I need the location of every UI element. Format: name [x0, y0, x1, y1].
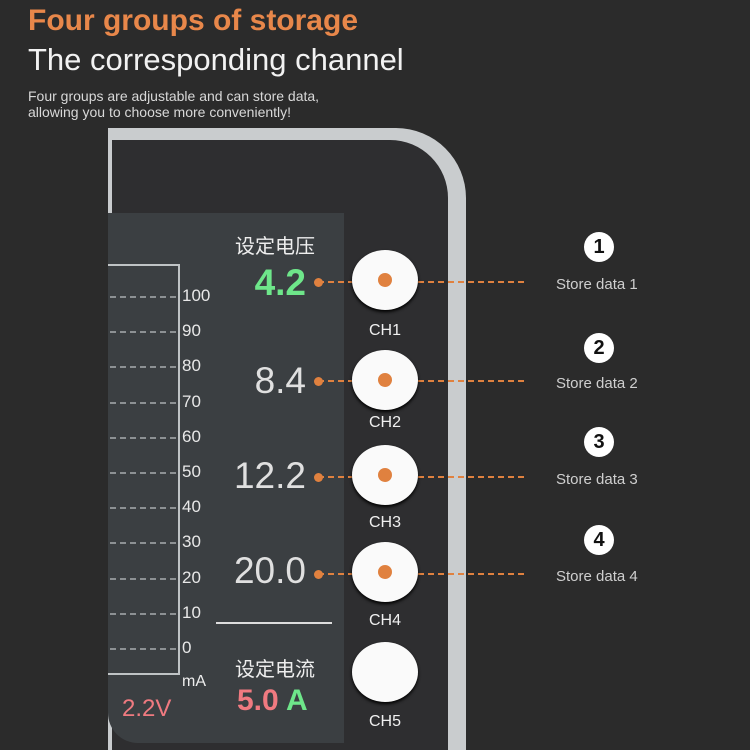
set-current-label: 设定电流: [235, 659, 315, 681]
ch4-button[interactable]: [352, 542, 418, 602]
axis-tick-label: 40: [182, 497, 201, 517]
graph-frame: [108, 264, 180, 675]
grid-line: [110, 542, 176, 545]
ch2-label: CH2: [368, 414, 401, 431]
ch1-label: CH1: [368, 322, 401, 339]
description-line: Four groups are adjustable and can store…: [28, 88, 320, 104]
callout-label: Store data 4: [556, 568, 638, 585]
axis-tick-label: 90: [182, 321, 201, 341]
marker-dot: [378, 565, 392, 579]
grid-line: [110, 577, 176, 580]
ch5-button[interactable]: [352, 642, 418, 702]
voltage-value-2: 8.4: [254, 360, 306, 401]
callout-dot: [314, 473, 323, 482]
callout-line: [318, 380, 524, 382]
axis-tick-label: 50: [182, 462, 201, 481]
grid-line: [110, 366, 176, 369]
axis-tick-label: 0: [182, 638, 192, 657]
description: Four groups are adjustable and can store…: [28, 88, 319, 120]
voltage-readout: 2.2V: [122, 695, 172, 722]
description-line: allowing you to choose more conveniently…: [28, 104, 292, 120]
set-voltage-label: 设定电压: [235, 236, 315, 258]
axis-tick-label: 60: [182, 426, 201, 446]
callout-number: 4: [584, 525, 614, 555]
divider: [216, 622, 332, 624]
grid-line: [110, 648, 176, 650]
grid-line: [110, 436, 176, 439]
current-value: 5.0: [237, 684, 279, 717]
callout-dot: [314, 570, 323, 579]
grid-line: [110, 612, 176, 615]
callout-line: [318, 281, 524, 283]
current-unit: A: [285, 684, 308, 717]
callout-dot: [314, 278, 323, 287]
title: Four groups of storage: [28, 4, 358, 37]
ch2-button[interactable]: [352, 350, 418, 410]
subtitle: The corresponding channel: [28, 42, 404, 77]
ch5-label: CH5: [368, 713, 401, 730]
ch4-label: CH4: [368, 612, 401, 629]
axis-tick-label: 80: [182, 356, 201, 376]
axis-tick-label: 10: [182, 602, 201, 622]
grid-line: [110, 401, 176, 404]
voltage-value-1: 4.2: [254, 262, 306, 303]
callout-line: [318, 476, 524, 478]
axis-tick-label: 100: [182, 286, 211, 305]
callout-label: Store data 2: [556, 375, 638, 392]
voltage-value-3: 12.2: [233, 455, 306, 496]
axis-tick-label: 70: [182, 391, 201, 411]
marker-dot: [378, 373, 392, 387]
grid-line: [110, 507, 176, 510]
axis-tick-label: 30: [182, 532, 201, 552]
axis-unit: mA: [182, 673, 206, 690]
grid-line: [110, 296, 176, 298]
callout-line: [318, 573, 524, 575]
callout-label: Store data 3: [556, 471, 638, 488]
marker-dot: [378, 468, 392, 482]
callout-number: 1: [584, 232, 614, 262]
grid-line: [110, 331, 176, 334]
ch3-label: CH3: [368, 514, 401, 531]
ch3-button[interactable]: [352, 445, 418, 505]
ch1-button[interactable]: [352, 250, 418, 310]
callout-number: 2: [584, 333, 614, 363]
axis-tick-label: 20: [182, 567, 201, 587]
callout-dot: [314, 377, 323, 386]
callout-label: Store data 1: [556, 276, 638, 293]
grid-line: [110, 472, 176, 474]
current-readout: 5.0 A: [237, 684, 308, 718]
device-screen: [108, 213, 344, 743]
callout-number: 3: [584, 427, 614, 457]
voltage-value-4: 20.0: [233, 550, 306, 591]
marker-dot: [378, 273, 392, 287]
